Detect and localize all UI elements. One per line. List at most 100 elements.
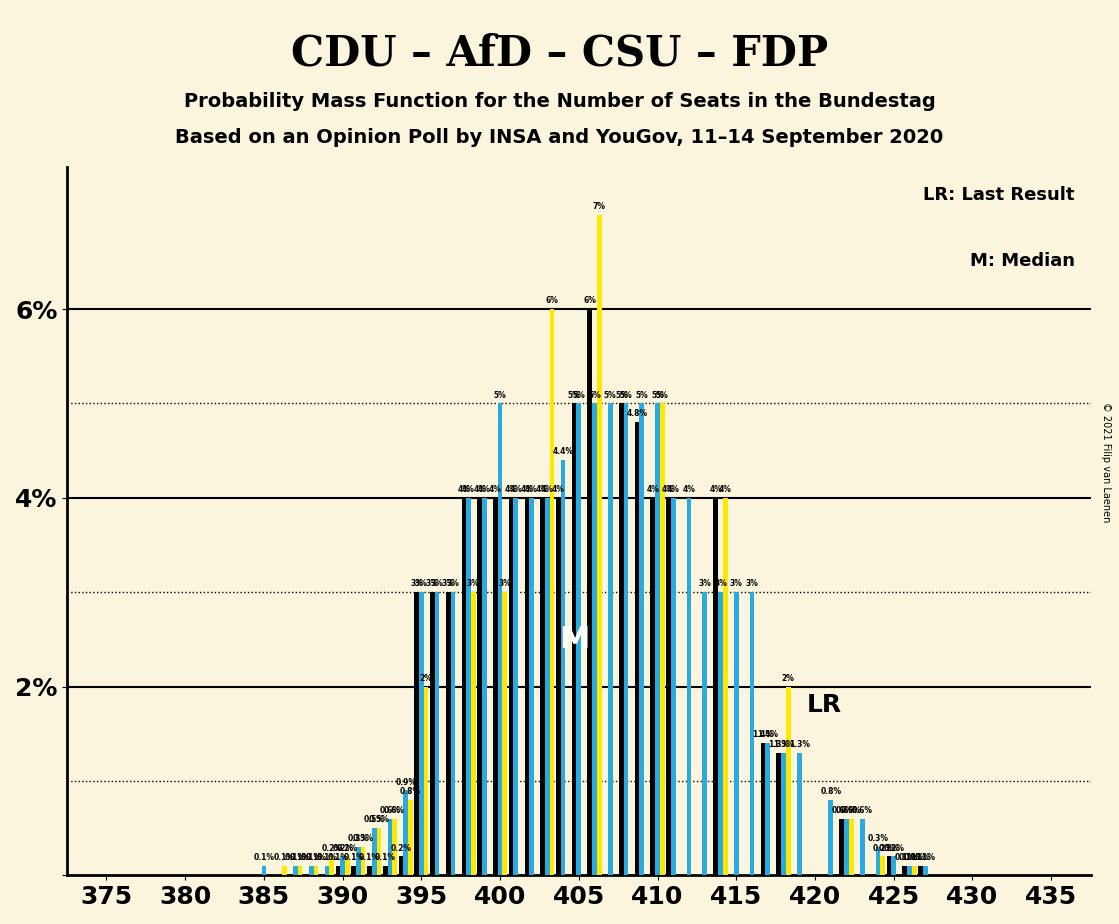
Bar	[849, 819, 854, 875]
Text: 0.2%: 0.2%	[337, 844, 358, 853]
Text: 3%: 3%	[426, 579, 439, 589]
Bar	[345, 857, 350, 875]
Bar	[923, 866, 928, 875]
Text: 1.4%: 1.4%	[753, 730, 773, 739]
Text: 4%: 4%	[536, 485, 549, 494]
Bar	[298, 866, 302, 875]
Text: 1.3%: 1.3%	[769, 740, 789, 748]
Text: 4%: 4%	[709, 485, 722, 494]
Bar	[461, 498, 467, 875]
Bar	[734, 592, 739, 875]
Bar	[634, 422, 639, 875]
Text: 4%: 4%	[552, 485, 565, 494]
Bar	[619, 404, 623, 875]
Bar	[765, 743, 770, 875]
Bar	[623, 404, 629, 875]
Text: 5%: 5%	[589, 391, 601, 399]
Text: 4%: 4%	[540, 485, 554, 494]
Bar	[340, 857, 345, 875]
Text: 5%: 5%	[615, 391, 628, 399]
Bar	[514, 498, 518, 875]
Bar	[502, 592, 507, 875]
Text: 3%: 3%	[745, 579, 759, 589]
Bar	[703, 592, 707, 875]
Text: 0.6%: 0.6%	[840, 806, 862, 815]
Bar	[471, 592, 476, 875]
Bar	[828, 800, 834, 875]
Text: 4%: 4%	[462, 485, 476, 494]
Text: 0.2%: 0.2%	[878, 844, 900, 853]
Bar	[561, 460, 565, 875]
Text: 0.8%: 0.8%	[399, 787, 421, 796]
Bar	[367, 866, 372, 875]
Text: 4%: 4%	[647, 485, 659, 494]
Text: 4.4%: 4.4%	[553, 447, 574, 456]
Text: 5%: 5%	[636, 391, 648, 399]
Bar	[360, 847, 366, 875]
Text: 0.1%: 0.1%	[290, 853, 311, 862]
Bar	[398, 857, 403, 875]
Bar	[482, 498, 487, 875]
Text: 5%: 5%	[604, 391, 617, 399]
Text: 4%: 4%	[509, 485, 523, 494]
Bar	[639, 404, 645, 875]
Bar	[576, 404, 581, 875]
Bar	[414, 592, 419, 875]
Text: 0.1%: 0.1%	[899, 853, 920, 862]
Bar	[876, 847, 881, 875]
Bar	[902, 866, 908, 875]
Text: 0.6%: 0.6%	[836, 806, 857, 815]
Text: 6%: 6%	[583, 297, 596, 305]
Bar	[525, 498, 529, 875]
Bar	[309, 866, 313, 875]
Bar	[886, 857, 892, 875]
Text: 3%: 3%	[714, 579, 727, 589]
Bar	[671, 498, 676, 875]
Bar	[445, 592, 451, 875]
Text: 0.2%: 0.2%	[321, 844, 342, 853]
Bar	[650, 498, 656, 875]
Bar	[424, 687, 429, 875]
Bar	[325, 866, 329, 875]
Text: 5%: 5%	[620, 391, 632, 399]
Text: CDU – AfD – CSU – FDP: CDU – AfD – CSU – FDP	[291, 32, 828, 74]
Text: 4%: 4%	[478, 485, 491, 494]
Text: 3%: 3%	[446, 579, 459, 589]
Text: 0.2%: 0.2%	[883, 844, 904, 853]
Text: 4.8%: 4.8%	[627, 409, 648, 419]
Text: 0.6%: 0.6%	[384, 806, 405, 815]
Bar	[356, 847, 360, 875]
Bar	[419, 592, 424, 875]
Text: 5%: 5%	[573, 391, 585, 399]
Bar	[383, 866, 387, 875]
Bar	[372, 828, 376, 875]
Text: 4%: 4%	[520, 485, 534, 494]
Text: 0.1%: 0.1%	[253, 853, 274, 862]
Text: 4%: 4%	[662, 485, 675, 494]
Text: 1.3%: 1.3%	[773, 740, 794, 748]
Text: 7%: 7%	[593, 201, 605, 211]
Text: 0.5%: 0.5%	[364, 815, 385, 824]
Bar	[408, 800, 413, 875]
Text: 6%: 6%	[546, 297, 558, 305]
Text: 0.6%: 0.6%	[852, 806, 873, 815]
Text: 0.1%: 0.1%	[305, 853, 327, 862]
Bar	[892, 857, 896, 875]
Bar	[556, 498, 561, 875]
Text: © 2021 Filip van Laenen: © 2021 Filip van Laenen	[1101, 402, 1110, 522]
Text: 0.1%: 0.1%	[301, 853, 321, 862]
Bar	[859, 819, 865, 875]
Text: 4%: 4%	[489, 485, 501, 494]
Text: 0.6%: 0.6%	[379, 806, 401, 815]
Bar	[545, 498, 549, 875]
Bar	[839, 819, 844, 875]
Bar	[430, 592, 435, 875]
Text: 5%: 5%	[656, 391, 669, 399]
Text: 0.1%: 0.1%	[910, 853, 931, 862]
Text: 2%: 2%	[420, 674, 433, 683]
Bar	[723, 498, 727, 875]
Text: 5%: 5%	[493, 391, 507, 399]
Bar	[656, 404, 660, 875]
Text: LR: LR	[807, 693, 843, 717]
Bar	[919, 866, 923, 875]
